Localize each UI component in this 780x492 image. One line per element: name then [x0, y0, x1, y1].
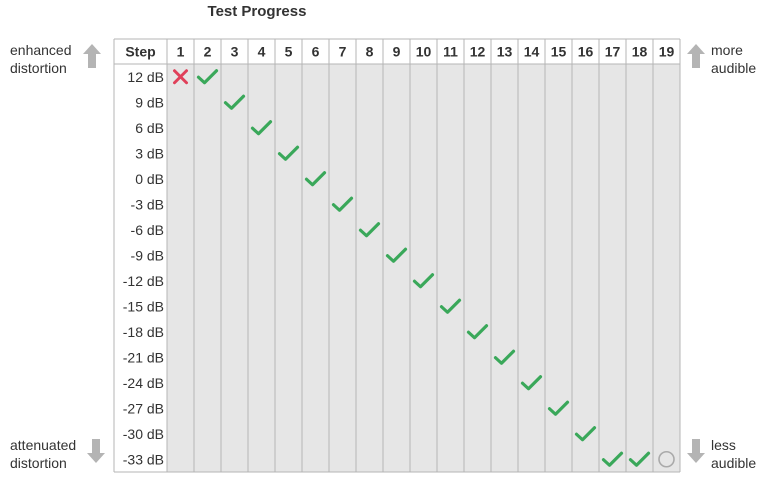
step-number: 9	[393, 44, 401, 60]
level-label: -24 dB	[123, 375, 164, 391]
check-icon	[385, 247, 408, 263]
check-icon	[196, 69, 219, 85]
step-number: 8	[366, 44, 374, 60]
step-number: 14	[524, 44, 540, 60]
step-number: 4	[258, 44, 266, 60]
arrow-down-icon	[87, 439, 105, 463]
arrow-up-icon	[687, 44, 705, 68]
level-label: 12 dB	[127, 69, 164, 85]
step-number: 5	[285, 44, 293, 60]
step-number: 18	[632, 44, 648, 60]
step-number: 13	[497, 44, 513, 60]
step-number: 2	[204, 44, 212, 60]
level-column	[114, 64, 167, 472]
step-number: 10	[416, 44, 432, 60]
level-label: -15 dB	[123, 298, 164, 314]
right-bottom-line-1: less	[711, 437, 736, 453]
check-icon	[358, 222, 381, 238]
left-bottom-line-1: attenuated	[10, 437, 77, 453]
check-icon	[304, 171, 327, 187]
step-number: 17	[605, 44, 621, 60]
right-top-label: more audible	[711, 41, 756, 77]
step-number: 15	[551, 44, 567, 60]
check-icon	[277, 145, 300, 161]
level-label: -12 dB	[123, 273, 164, 289]
step-number: 7	[339, 44, 347, 60]
level-label: -33 dB	[123, 451, 164, 467]
step-number: 6	[312, 44, 320, 60]
page-title: Test Progress	[207, 3, 307, 20]
circle-icon	[658, 450, 675, 468]
level-label: -9 dB	[131, 247, 164, 263]
level-label: -30 dB	[123, 426, 164, 442]
check-icon	[493, 349, 516, 365]
check-icon	[466, 324, 489, 340]
arrow-down-icon	[687, 439, 705, 463]
check-icon	[520, 375, 543, 391]
check-icon	[574, 426, 597, 442]
step-number: 1	[177, 44, 185, 60]
level-label: -6 dB	[131, 222, 164, 238]
check-icon	[628, 451, 651, 467]
left-top-line-1: enhanced	[10, 42, 72, 58]
left-bottom-line-2: distortion	[10, 455, 67, 471]
cross-icon	[173, 69, 188, 85]
left-top-line-2: distortion	[10, 60, 67, 76]
level-label: -18 dB	[123, 324, 164, 340]
step-number: 3	[231, 44, 239, 60]
step-number: 16	[578, 44, 594, 60]
level-label: 9 dB	[135, 94, 164, 110]
step-number: 11	[443, 44, 458, 60]
step-number: 19	[659, 44, 675, 60]
arrow-up-icon	[83, 44, 101, 68]
right-top-line-1: more	[711, 42, 743, 58]
right-bottom-line-2: audible	[711, 455, 757, 471]
header-row	[114, 39, 680, 64]
level-label: -21 dB	[123, 349, 164, 365]
check-icon	[223, 94, 246, 110]
check-icon	[331, 196, 354, 212]
left-top-label: enhanced distortion	[10, 41, 72, 77]
level-label: -3 dB	[131, 196, 164, 212]
right-bottom-label: less audible	[711, 436, 756, 472]
right-top-line-2: audible	[711, 60, 757, 76]
level-label: -27 dB	[123, 400, 164, 416]
step-header-label: Step	[125, 44, 155, 60]
level-label: 0 dB	[135, 171, 164, 187]
level-label: 3 dB	[135, 145, 164, 161]
level-label: 6 dB	[135, 120, 164, 136]
left-bottom-label: attenuated distortion	[10, 436, 76, 472]
step-number: 12	[470, 44, 486, 60]
grid-body	[167, 64, 680, 472]
check-icon	[412, 273, 435, 289]
check-icon	[439, 298, 462, 314]
check-icon	[547, 400, 570, 416]
check-icon	[601, 451, 624, 467]
check-icon	[250, 120, 273, 136]
